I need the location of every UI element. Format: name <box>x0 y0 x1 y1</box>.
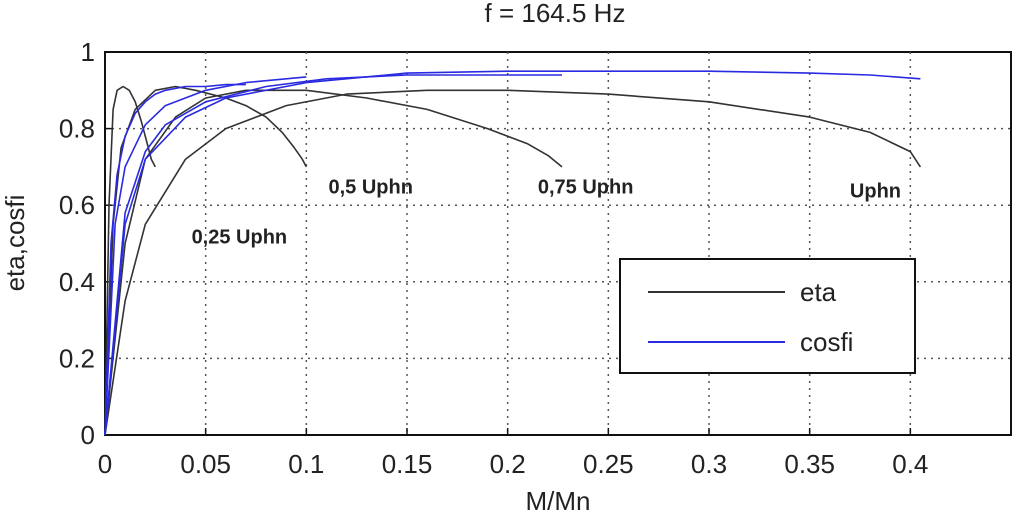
cosfi-curve <box>104 83 246 436</box>
y-tick-label: 0.6 <box>59 190 95 220</box>
cosfi-curve <box>104 70 921 436</box>
x-tick-label: 0.1 <box>288 449 324 479</box>
curve-annotation: 0,5 Uphn <box>328 177 412 199</box>
y-tick-label: 0.2 <box>59 343 95 373</box>
x-tick-label: 0.15 <box>382 449 433 479</box>
series-lines <box>104 70 922 436</box>
x-tick-label: 0.35 <box>784 449 835 479</box>
y-axis-ticks: 0 0.2 0.4 0.6 0.8 1 <box>59 37 112 450</box>
x-tick-label: 0.05 <box>180 449 231 479</box>
x-tick-label: 0 <box>98 449 112 479</box>
y-tick-label: 1 <box>81 37 95 67</box>
legend-label-cosfi: cosfi <box>800 327 853 357</box>
y-axis-label: eta,cosfi <box>0 195 30 292</box>
chart-title: f = 164.5 Hz <box>485 0 626 28</box>
x-tick-label: 0.25 <box>583 449 634 479</box>
y-tick-label: 0.8 <box>59 114 95 144</box>
curve-annotations: 0,25 Uphn 0,5 Uphn 0,75 Uphn Uphn <box>192 177 901 249</box>
y-tick-label: 0 <box>81 420 95 450</box>
eta-curve <box>104 89 922 436</box>
legend: eta cosfi <box>619 258 916 374</box>
x-tick-label: 0.4 <box>892 449 928 479</box>
x-tick-label: 0.2 <box>490 449 526 479</box>
x-axis-ticks: 0 0.05 0.1 0.15 0.2 0.25 0.3 0.35 0.4 <box>98 428 928 479</box>
legend-box <box>619 258 916 374</box>
curve-annotation: 0,25 Uphn <box>192 227 288 249</box>
eta-curve <box>104 85 157 436</box>
grid-lines <box>105 52 1011 435</box>
cosfi-curve <box>104 74 562 436</box>
legend-label-eta: eta <box>800 277 837 307</box>
x-axis-label: M/Mn <box>526 486 591 516</box>
y-tick-label: 0.4 <box>59 267 95 297</box>
cosfi-curve <box>104 76 307 436</box>
curve-annotation: 0,75 Uphn <box>538 177 634 199</box>
curve-annotation: Uphn <box>850 181 901 203</box>
x-tick-label: 0.3 <box>691 449 727 479</box>
